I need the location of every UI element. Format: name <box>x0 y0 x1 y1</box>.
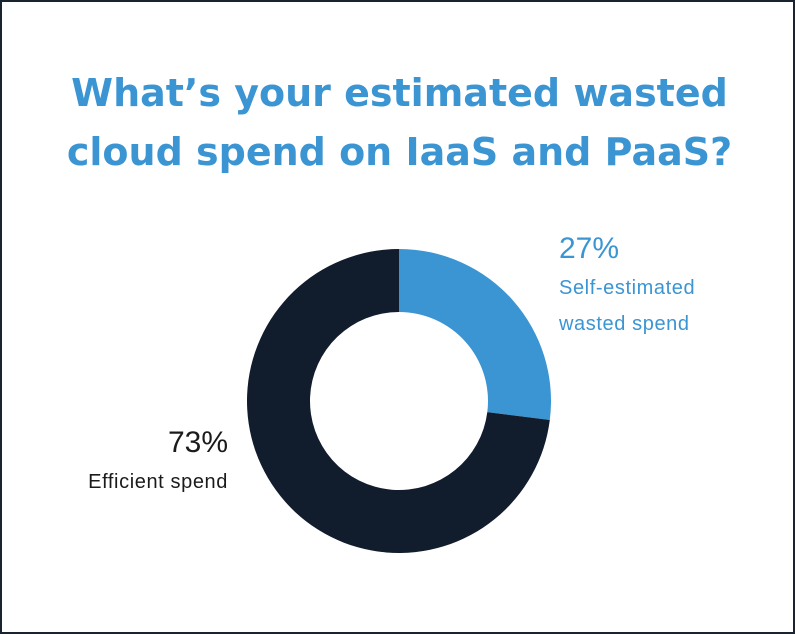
slice-efficient <box>247 249 550 554</box>
chart-title-line-1: What’s your estimated wasted <box>71 71 728 115</box>
slice-wasted-name-line-2: wasted spend <box>558 313 690 335</box>
slice-wasted-name-line-1: Self-estimated <box>559 277 695 299</box>
chart-title-line-2: cloud spend on IaaS and PaaS? <box>66 130 733 174</box>
donut-slices <box>247 249 552 554</box>
slice-wasted-value-label: 27% <box>559 232 619 265</box>
chart-title: What’s your estimated wasted cloud spend… <box>2 64 795 182</box>
slice-efficient-value-label: 73% <box>168 426 228 459</box>
slice-efficient-name-line-1: Efficient spend <box>88 471 228 493</box>
slice-wasted <box>399 249 552 421</box>
